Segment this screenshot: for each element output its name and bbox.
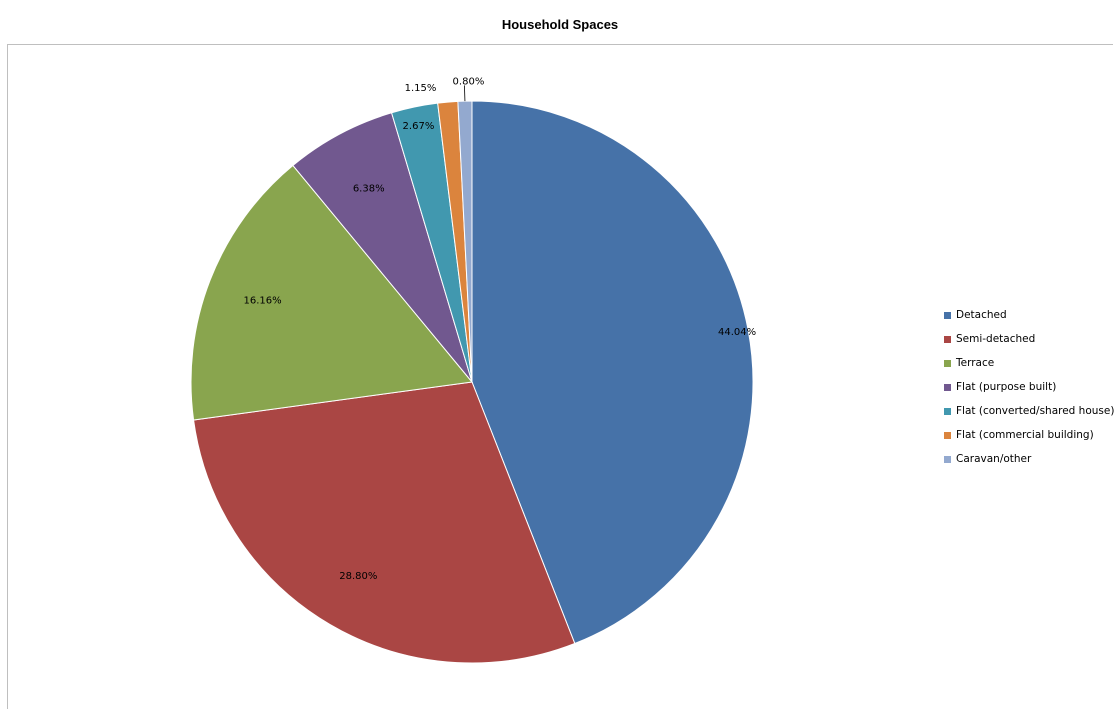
chart-area	[7, 44, 1113, 709]
legend-item-terrace: Terrace	[944, 351, 1114, 375]
legend-swatch-detached	[944, 311, 951, 319]
data-label-flat-purpose-built: 6.38%	[353, 184, 385, 195]
legend-swatch-flat-converted-shared-house	[944, 407, 951, 415]
legend-label-flat-commercial-building: Flat (commercial building)	[956, 429, 1094, 441]
legend-label-caravan-other: Caravan/other	[956, 453, 1032, 465]
pie-slice-detached	[471, 100, 754, 645]
legend-label-semi-detached: Semi-detached	[956, 333, 1036, 345]
chart-title: Household Spaces	[501, 17, 619, 32]
data-label-caravan-other: 0.80%	[453, 76, 485, 87]
legend-label-flat-converted-shared-house: Flat (converted/shared house)	[956, 405, 1115, 417]
legend-item-semi-detached: Semi-detached	[944, 327, 1114, 351]
legend-item-flat-converted-shared-house: Flat (converted/shared house)	[944, 399, 1114, 423]
pie-slices	[190, 100, 754, 664]
data-label-detached: 44.04%	[718, 327, 756, 338]
legend-swatch-flat-commercial-building	[944, 431, 951, 439]
data-label-flat-commercial-building: 1.15%	[405, 83, 437, 94]
legend-swatch-semi-detached	[944, 335, 951, 343]
legend-item-detached: Detached	[944, 303, 1114, 327]
legend-item-flat-purpose-built: Flat (purpose built)	[944, 375, 1114, 399]
data-label-semi-detached: 28.80%	[339, 571, 377, 582]
data-label-flat-converted-shared-house: 2.67%	[403, 121, 435, 132]
legend-label-detached: Detached	[956, 309, 1007, 321]
legend-swatch-flat-purpose-built	[944, 383, 951, 391]
legend-item-caravan-other: Caravan/other	[944, 447, 1114, 471]
legend-label-flat-purpose-built: Flat (purpose built)	[956, 381, 1057, 393]
pie-slice-semi-detached	[193, 381, 576, 664]
data-label-terrace: 16.16%	[244, 295, 282, 306]
legend-swatch-terrace	[944, 359, 951, 367]
pie-data-labels: 44.04% 28.80% 16.16% 6.38% 2.67% 1.15% 0.80%	[244, 76, 757, 581]
legend-swatch-caravan-other	[944, 455, 951, 463]
pie-slice-flat-purpose-built	[292, 112, 473, 383]
pie-slice-caravan-other	[457, 100, 473, 383]
legend-item-flat-commercial-building: Flat (commercial building)	[944, 423, 1114, 447]
chart-legend: Detached Semi-detached Terrace Flat (purpos…	[944, 303, 1114, 471]
legend-label-terrace: Terrace	[956, 357, 995, 369]
pie-slice-terrace	[190, 164, 473, 421]
